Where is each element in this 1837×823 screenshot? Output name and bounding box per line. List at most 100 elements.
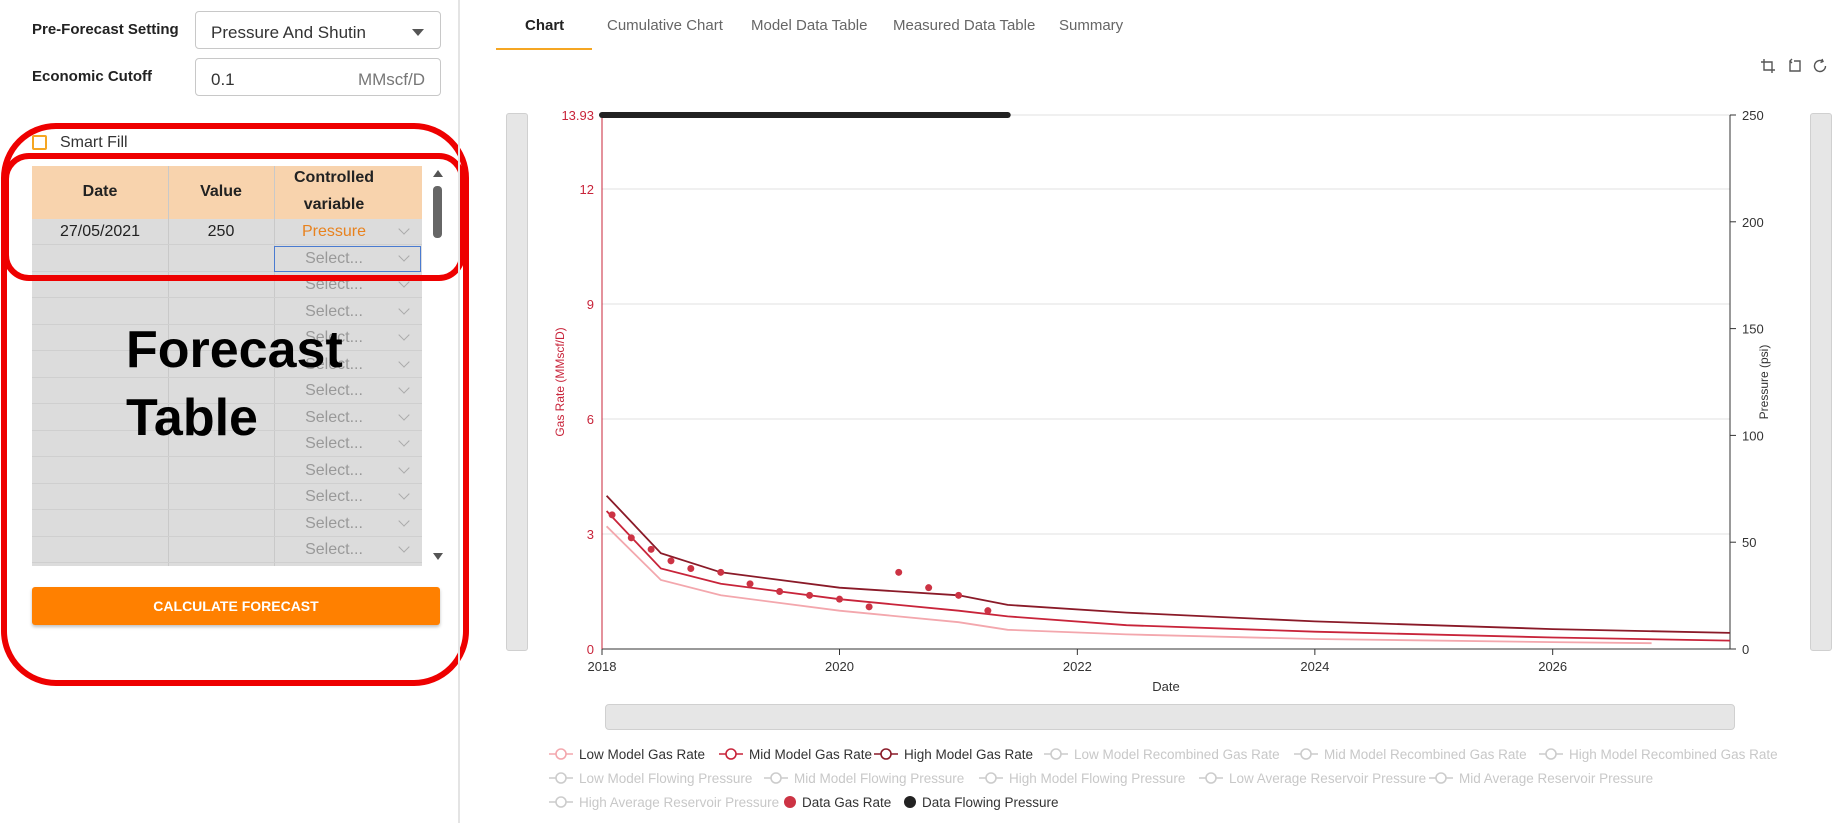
header-controlled: Controlled [294,169,374,186]
data-gas-rate-point [667,557,675,565]
legend-item[interactable]: Mid Model Gas Rate [718,746,872,762]
header-variable: variable [303,196,365,213]
data-gas-rate-point [627,534,635,542]
table-row[interactable]: Select... [32,378,422,404]
pre-forecast-value: Pressure And Shutin [211,23,366,42]
scroll-down-icon[interactable] [433,553,443,560]
y-zoom-slider-right[interactable] [1810,113,1832,651]
y-right-axis-label: Pressure (psi) [1757,345,1771,420]
restore-icon[interactable] [1812,58,1828,74]
table-row[interactable]: Select... [32,245,422,272]
row-value[interactable]: 250 [207,223,235,240]
row-variable-select[interactable]: Select... [305,382,363,399]
legend-item[interactable]: Low Average Reservoir Pressure [1198,770,1426,786]
panel-divider [458,0,460,823]
legend-label: Data Flowing Pressure [922,794,1059,810]
row-variable-select[interactable]: Select... [305,435,363,452]
table-row[interactable]: Select... [32,511,422,537]
forecast-table-header: Date Value Controlled variable [32,166,422,219]
x-zoom-slider[interactable] [605,704,1735,730]
y-left-tick-label: 12 [580,182,594,197]
legend-item[interactable]: High Average Reservoir Pressure [548,794,779,810]
legend-item[interactable]: Data Flowing Pressure [903,794,1059,810]
y-left-tick-label: 6 [587,412,594,427]
zoom-select-icon[interactable] [1760,58,1776,74]
legend-label: Mid Model Recombined Gas Rate [1324,746,1527,762]
tab-chart[interactable]: Chart [525,17,565,34]
legend-label: Low Average Reservoir Pressure [1229,770,1427,786]
table-row[interactable]: Select... [32,299,422,325]
tab-model-data-table[interactable]: Model Data Table [751,17,868,34]
row-variable-select[interactable]: Select... [305,488,363,505]
row-variable-select[interactable]: Select... [305,514,363,532]
series-low-model-gas-rate [605,525,1652,645]
legend-item[interactable]: Mid Model Recombined Gas Rate [1293,746,1527,762]
left-panel: Pre-Forecast Setting Pressure And Shutin… [0,0,469,823]
row-variable-select[interactable]: Select... [305,408,363,426]
data-gas-rate-point [836,595,844,603]
row-variable-select[interactable]: Select... [305,329,363,346]
data-gas-rate-point [647,545,655,553]
y-zoom-slider-left[interactable] [506,113,528,651]
legend-item[interactable]: Mid Average Reservoir Pressure [1428,770,1653,786]
tab-cumulative-chart[interactable]: Cumulative Chart [607,17,723,34]
header-date: Date [82,183,118,200]
row-variable-select[interactable]: Pressure [301,223,367,240]
row-variable-select[interactable]: Select... [305,355,363,373]
legend-line-icon [1294,748,1318,761]
economic-cutoff-input[interactable]: 0.1 MMscf/D [195,58,441,96]
legend-item[interactable]: Mid Model Flowing Pressure [763,770,964,786]
pre-forecast-select[interactable]: Pressure And Shutin [195,11,441,49]
tab-summary[interactable]: Summary [1059,17,1124,34]
pre-forecast-label: Pre-Forecast Setting [32,21,179,38]
table-row[interactable]: 27/05/2021 250 Pressure [32,219,422,245]
legend-item[interactable]: Low Model Flowing Pressure [548,770,752,786]
table-row[interactable]: Select... [32,537,422,563]
legend-item[interactable]: High Model Gas Rate [873,746,1033,762]
table-row[interactable]: Select... [32,484,422,510]
row-variable-select[interactable]: Select... [305,541,363,558]
gas-rate-chart: 0 3 6 9 12 13.93 0 50 100 150 200 250 2018 2020 2022 20… [553,108,1771,694]
table-row[interactable]: Select... [32,352,422,378]
y-right-tick-label: 200 [1742,215,1764,230]
annotation-line-1: Forecast [126,321,343,379]
legend-dot-icon [784,796,796,809]
series-high-model-gas-rate [605,495,1731,634]
y-left-tick-label: 3 [587,527,594,542]
data-gas-rate-point [984,607,992,615]
calculate-forecast-button[interactable]: CALCULATE FORECAST [32,587,440,625]
column-divider [274,166,275,566]
row-variable-select[interactable]: Select... [305,249,363,267]
data-gas-rate-point [895,568,903,576]
legend-label: Data Gas Rate [802,794,892,810]
legend-line-icon [979,772,1003,785]
legend-item[interactable]: Data Gas Rate [783,794,891,810]
legend-line-icon [874,748,898,761]
table-row[interactable]: Select... [32,405,422,431]
data-gas-rate-point [865,603,873,611]
legend-line-icon [764,772,788,785]
legend-item[interactable]: Low Model Recombined Gas Rate [1043,746,1280,762]
chevron-down-icon [412,29,424,36]
legend-label: High Average Reservoir Pressure [579,794,780,810]
row-variable-select[interactable]: Select... [305,302,363,320]
row-date[interactable]: 27/05/2021 [59,223,141,240]
legend-item[interactable]: Low Model Gas Rate [548,746,705,762]
table-row[interactable]: Select... [32,458,422,484]
legend-dot-icon [904,796,916,809]
legend-label: High Model Flowing Pressure [1009,770,1186,786]
column-divider [168,166,169,566]
legend-item[interactable]: High Model Recombined Gas Rate [1538,746,1778,762]
zoom-reset-icon[interactable] [1786,58,1802,74]
table-row[interactable]: Select... [32,325,422,351]
table-row[interactable]: Select... [32,431,422,457]
x-tick-label: 2018 [588,659,617,674]
data-gas-rate-point [806,591,814,599]
legend-label: High Model Gas Rate [904,746,1034,762]
y-left-tick-label: 9 [587,297,594,312]
row-variable-select[interactable]: Select... [305,461,363,479]
scroll-thumb[interactable] [433,186,442,238]
legend-item[interactable]: High Model Flowing Pressure [978,770,1185,786]
header-value: Value [200,183,242,200]
tab-measured-data-table[interactable]: Measured Data Table [893,17,1036,34]
